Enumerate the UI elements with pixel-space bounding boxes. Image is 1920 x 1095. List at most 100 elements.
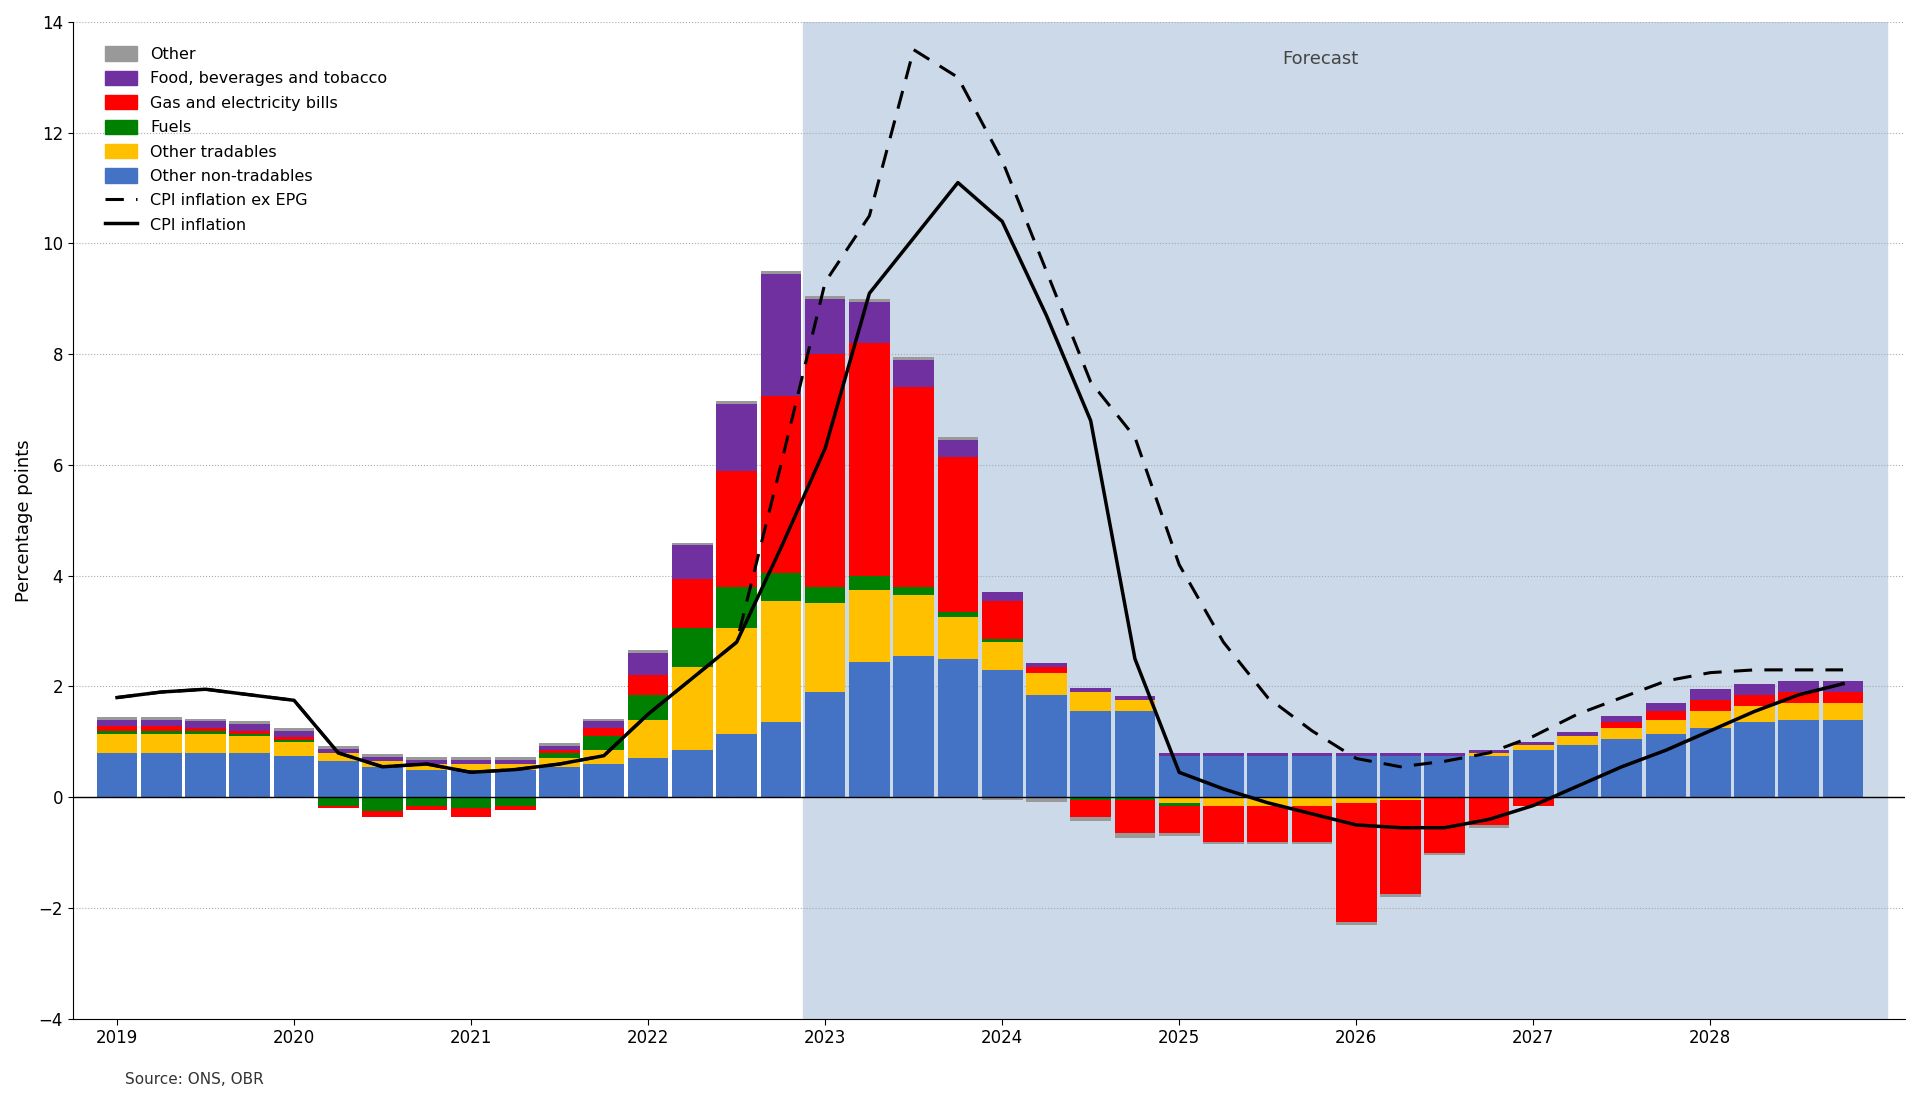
Bar [1248,806,1288,842]
Bar [1116,701,1156,712]
Bar [849,299,889,301]
Bar [1380,756,1421,797]
Bar [804,296,845,299]
Bar [1645,703,1686,712]
Bar [1380,800,1421,895]
Bar [1469,825,1509,828]
Bar [1116,712,1156,797]
Bar [407,806,447,810]
Bar [275,756,315,797]
Bar [363,757,403,761]
Bar [937,437,979,440]
Bar [1248,842,1288,844]
Bar [760,601,801,723]
Bar [230,724,271,730]
Bar [407,770,447,797]
Bar [937,457,979,612]
Bar [1425,797,1465,853]
Bar [96,726,138,730]
Bar [230,753,271,797]
Bar [760,395,801,573]
Bar [1069,688,1112,692]
Bar [319,749,359,753]
Bar [1425,753,1465,756]
Bar [1645,719,1686,734]
Bar [275,737,315,740]
Bar [1778,681,1818,692]
Bar [893,595,933,656]
Bar [1734,683,1774,695]
Bar [140,717,182,719]
Bar [540,766,580,797]
Bar [1645,734,1686,797]
Bar [716,587,756,629]
Bar [275,728,315,730]
Bar [407,764,447,770]
Bar [893,656,933,797]
Bar [540,750,580,753]
Bar [540,759,580,766]
Bar [184,728,227,730]
Bar [981,797,1023,800]
Bar [584,736,624,750]
Bar [230,736,271,753]
Bar [96,730,138,734]
Bar [319,753,359,761]
Bar [1469,750,1509,753]
Bar [363,811,403,817]
Bar [1292,797,1332,806]
Bar [495,770,536,797]
Bar [628,719,668,759]
Bar [760,274,801,395]
Bar [1734,706,1774,723]
Bar [407,760,447,764]
Bar [230,730,271,734]
Bar [140,730,182,734]
Bar [1069,800,1112,817]
Bar [849,576,889,589]
Bar [803,22,1887,1018]
Bar [1380,797,1421,800]
Bar [1204,753,1244,756]
Text: Source: ONS, OBR: Source: ONS, OBR [125,1072,263,1087]
Bar [804,692,845,797]
Bar [1822,703,1864,719]
Bar [893,388,933,587]
Bar [981,670,1023,797]
Bar [275,730,315,737]
Bar [1069,817,1112,821]
Bar [1469,797,1509,825]
Bar [1025,695,1068,797]
Bar [1160,833,1200,835]
Bar [319,797,359,806]
Bar [1734,695,1774,706]
Bar [1116,696,1156,701]
Bar [140,734,182,753]
Bar [495,760,536,764]
Bar [495,764,536,770]
Bar [1336,922,1377,924]
Bar [760,723,801,797]
Bar [628,695,668,719]
Bar [849,589,889,661]
Legend: Other, Food, beverages and tobacco, Gas and electricity bills, Fuels, Other trad: Other, Food, beverages and tobacco, Gas … [100,39,394,239]
Bar [1204,797,1244,806]
Bar [981,601,1023,639]
Bar [937,612,979,618]
Bar [184,718,227,722]
Bar [628,676,668,695]
Bar [1557,745,1597,797]
Bar [1336,753,1377,756]
Bar [1690,689,1730,701]
Bar [1778,692,1818,703]
Bar [584,764,624,797]
Bar [804,355,845,587]
Bar [495,806,536,810]
Bar [1557,731,1597,736]
Bar [716,734,756,797]
Bar [937,440,979,457]
Bar [804,603,845,692]
Bar [1069,797,1112,800]
Bar [1116,800,1156,833]
Bar [1380,753,1421,756]
